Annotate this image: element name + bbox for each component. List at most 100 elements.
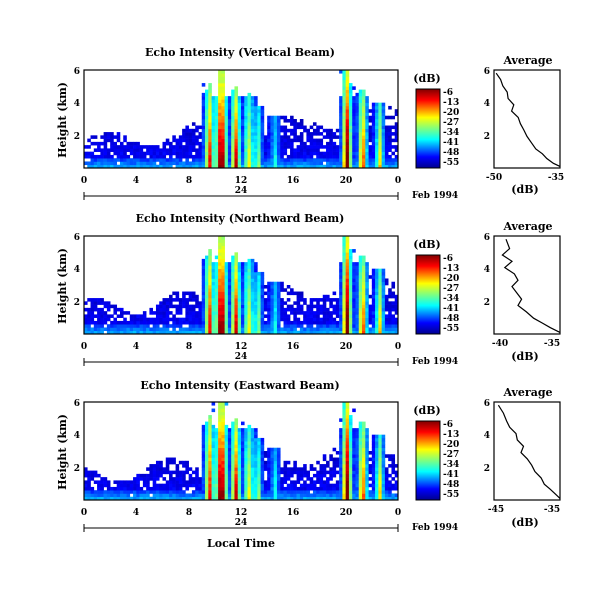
heatmap-cell xyxy=(293,314,297,318)
heatmap-cell xyxy=(119,314,124,318)
heatmap-cell xyxy=(257,275,261,279)
heatmap-cell xyxy=(362,161,366,166)
heatmap-cell xyxy=(267,447,271,452)
heatmap-cell xyxy=(198,317,203,322)
heatmap-cell xyxy=(267,125,271,130)
heatmap-cell xyxy=(358,268,363,273)
heatmap-cell xyxy=(195,314,199,318)
heatmap-cell xyxy=(175,486,180,491)
heatmap-cell xyxy=(205,255,209,260)
heatmap-cell xyxy=(339,132,343,136)
heatmap-cell xyxy=(126,486,131,491)
heatmap-cell xyxy=(368,125,373,130)
heatmap-cell xyxy=(345,464,350,468)
heatmap-cell xyxy=(394,496,399,501)
heatmap-cell xyxy=(221,89,225,94)
heatmap-cell xyxy=(237,125,242,130)
x-tick-label: 0 xyxy=(395,508,401,518)
heatmap-cell xyxy=(348,434,353,439)
heatmap-cell xyxy=(106,307,111,312)
heatmap-cell xyxy=(149,464,153,468)
heatmap-cell xyxy=(247,480,252,484)
heatmap-cell xyxy=(276,470,281,475)
heatmap-cell xyxy=(329,330,333,335)
heatmap-cell xyxy=(136,473,140,478)
heatmap-cell xyxy=(234,451,239,455)
heatmap-cell xyxy=(394,154,399,159)
heatmap-cell xyxy=(133,314,137,318)
colorbar-ticks: -6 -13 -20 -27 -34 -41 -48 -55 xyxy=(443,254,459,334)
heatmap-cell xyxy=(100,141,104,146)
heatmap-cell xyxy=(339,447,343,452)
heatmap-cell xyxy=(247,115,252,120)
heatmap-cell xyxy=(201,83,206,87)
heatmap-cell xyxy=(355,311,360,315)
heatmap-cell xyxy=(97,298,101,302)
heatmap-cell xyxy=(250,135,255,139)
heatmap-cell xyxy=(195,483,199,488)
heatmap-cell xyxy=(375,164,379,169)
x-tick-label: 20 xyxy=(340,508,353,518)
heatmap-cell xyxy=(247,307,252,312)
heatmap-cell xyxy=(241,125,245,130)
heatmap-cell xyxy=(322,317,327,322)
heatmap-cell xyxy=(263,330,268,335)
heatmap-cell xyxy=(303,480,307,484)
heatmap-cell xyxy=(123,148,127,152)
heatmap-cell xyxy=(87,473,91,478)
heatmap-cell xyxy=(182,490,186,494)
heatmap-cell xyxy=(205,281,209,286)
heatmap-cell xyxy=(97,490,101,494)
heatmap-cell xyxy=(394,301,399,305)
heatmap-cell xyxy=(159,164,163,169)
heatmap-cell xyxy=(286,154,291,159)
heatmap-cell xyxy=(250,431,255,435)
heatmap-cell xyxy=(136,330,140,335)
heatmap-cell xyxy=(362,151,366,156)
heatmap-cell xyxy=(165,138,170,143)
heatmap-cell xyxy=(378,330,382,335)
heatmap-cell xyxy=(123,138,127,143)
heatmap-cell xyxy=(100,307,104,312)
heatmap-cell xyxy=(93,324,98,328)
heatmap-cell xyxy=(345,431,350,435)
heatmap-cell xyxy=(201,298,206,302)
heatmap-cell xyxy=(352,135,356,139)
heatmap-cell xyxy=(342,441,346,445)
heatmap-cell xyxy=(273,314,278,318)
heatmap-cell xyxy=(365,132,369,136)
heatmap-cell xyxy=(381,164,386,169)
heatmap-cell xyxy=(250,311,255,315)
heatmap-cell xyxy=(267,145,271,149)
heatmap-cell xyxy=(263,135,268,139)
heatmap-cell xyxy=(244,151,248,156)
heatmap-cell xyxy=(352,288,356,292)
heatmap-cell xyxy=(316,304,320,309)
heatmap-cell xyxy=(129,317,134,322)
heatmap-cell xyxy=(391,483,396,488)
heatmap-cell xyxy=(110,330,114,335)
heatmap-cell xyxy=(139,330,144,335)
colorbar-tick-label: -13 xyxy=(443,264,459,274)
heatmap-cell xyxy=(247,278,252,283)
heatmap-cell xyxy=(113,151,118,156)
heatmap-cell xyxy=(329,154,333,159)
heatmap-cell xyxy=(218,418,222,422)
date-day-label: 24 xyxy=(235,352,248,362)
echo-field xyxy=(84,70,399,169)
heatmap-cell xyxy=(237,447,242,452)
heatmap-cell xyxy=(339,288,343,292)
colorbar-tick-label: -27 xyxy=(443,450,459,460)
heatmap-cell xyxy=(172,330,176,335)
heatmap-cell xyxy=(280,141,284,146)
heatmap-cell xyxy=(362,132,366,136)
heatmap-cell xyxy=(352,105,356,110)
date-label: Feb 1994 xyxy=(412,191,458,201)
heatmap-cell xyxy=(381,148,386,152)
heatmap-cell xyxy=(175,473,180,478)
heatmap-cell xyxy=(257,158,261,162)
heatmap-cell xyxy=(224,324,229,328)
heatmap-cell xyxy=(388,311,392,315)
heatmap-cell xyxy=(218,496,222,501)
heatmap-cell xyxy=(319,330,324,335)
